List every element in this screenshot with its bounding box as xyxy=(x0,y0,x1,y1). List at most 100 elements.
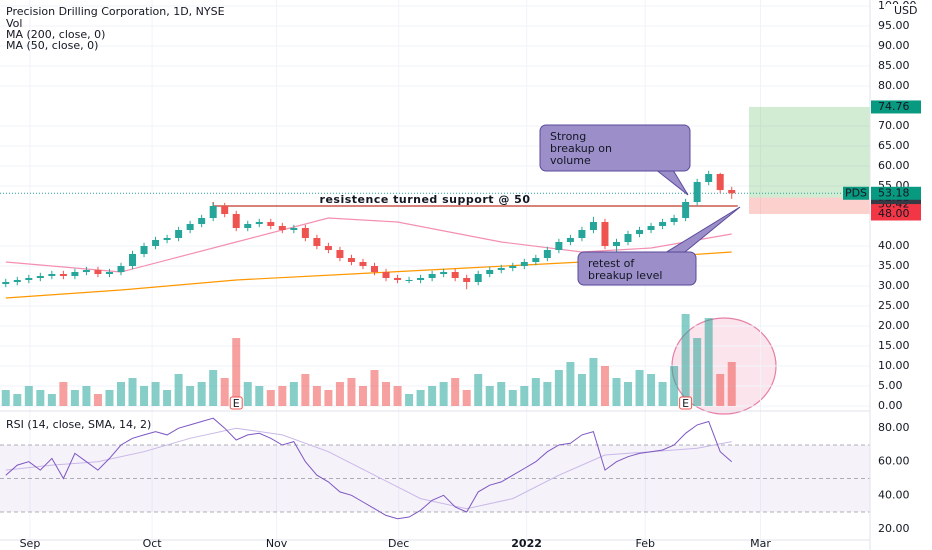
volume-bar xyxy=(358,386,367,406)
volume-bar xyxy=(24,386,33,406)
candle-body xyxy=(659,222,667,226)
target-label-text: 74.76 xyxy=(878,100,910,113)
candle-body xyxy=(232,214,240,228)
y-tick-label: 20.00 xyxy=(878,319,910,332)
callout-text: breakup on xyxy=(550,142,612,155)
candle-body xyxy=(221,206,229,214)
candle-body xyxy=(278,226,286,230)
stop-label-box xyxy=(871,207,921,221)
candle-body xyxy=(428,274,436,278)
candle-body xyxy=(36,276,44,278)
candle-body xyxy=(636,230,644,234)
y-tick-label: 0.00 xyxy=(878,399,903,412)
volume-bar xyxy=(301,374,310,406)
candle-body xyxy=(728,190,736,194)
volume-bar xyxy=(577,374,586,406)
volume-bar xyxy=(405,394,414,406)
candle-body xyxy=(624,234,632,242)
symbol-label: PDS xyxy=(845,186,867,199)
candle-body xyxy=(336,250,344,258)
volume-bar xyxy=(670,366,679,406)
last-price-label-text: 53.18 xyxy=(878,186,910,199)
y-tick-label: 5.00 xyxy=(878,379,903,392)
earnings-marker xyxy=(679,396,693,410)
volume-bar xyxy=(186,386,195,406)
volume-bar xyxy=(716,374,725,406)
volume-bar xyxy=(520,386,529,406)
candle-body xyxy=(2,282,10,284)
volume-bar xyxy=(93,394,102,406)
candle-body xyxy=(290,228,298,230)
x-tick-label: Dec xyxy=(388,537,409,550)
volume-bar xyxy=(163,390,172,406)
volume-bar xyxy=(531,378,540,406)
volume-bar xyxy=(243,382,252,406)
rsi-line xyxy=(5,417,733,520)
resistance-label: resistence turned support @ 50 xyxy=(320,193,531,206)
volume-bar xyxy=(370,370,379,406)
candle-body xyxy=(440,272,448,274)
y-tick-label: 70.00 xyxy=(878,119,910,132)
candle-body xyxy=(394,278,402,280)
candle-body xyxy=(693,182,701,202)
candle-body xyxy=(82,270,90,272)
candle-body xyxy=(417,278,425,280)
volume-bar xyxy=(474,374,483,406)
rsi-tick-label: 20.00 xyxy=(878,522,910,535)
ma50-line xyxy=(5,217,732,273)
earnings-label: E xyxy=(233,397,240,410)
volume-bar xyxy=(612,378,621,406)
candle-body xyxy=(612,242,620,246)
candle-body xyxy=(301,228,309,238)
candle-body xyxy=(589,222,597,230)
candle-body xyxy=(94,270,102,274)
volume-bar xyxy=(289,382,298,406)
y-tick-label: 95.00 xyxy=(878,19,910,32)
volume-bar xyxy=(508,390,517,406)
candle-body xyxy=(371,266,379,272)
volume-bar xyxy=(727,362,736,406)
candle-body xyxy=(347,258,355,262)
candle-body xyxy=(705,174,713,182)
candle-body xyxy=(578,230,586,238)
volume-bar xyxy=(232,338,241,406)
candle-body xyxy=(163,238,171,240)
callout-box xyxy=(577,251,697,286)
volume-bar xyxy=(600,366,609,406)
chart-title: Precision Drilling Corporation, 1D, NYSE xyxy=(6,5,225,18)
candle-body xyxy=(601,222,609,246)
candle-body xyxy=(543,250,551,258)
candle-body xyxy=(405,280,413,281)
volume-bar xyxy=(255,386,264,406)
rsi-tick-label: 80.00 xyxy=(878,421,910,434)
volume-bar xyxy=(693,338,702,406)
x-tick-label: Mar xyxy=(750,537,771,550)
volume-bar xyxy=(624,382,633,406)
volume-bar xyxy=(116,382,125,406)
candle-body xyxy=(313,238,321,246)
y-tick-label: 85.00 xyxy=(878,59,910,72)
candle-body xyxy=(555,242,563,250)
y-tick-label: 30.00 xyxy=(878,279,910,292)
candle-body xyxy=(152,240,160,246)
legend-entry: Vol xyxy=(6,17,22,30)
volume-bar xyxy=(278,386,287,406)
y-tick-label: 60.00 xyxy=(878,159,910,172)
volume-bar xyxy=(324,390,333,406)
candle-body xyxy=(244,224,252,228)
candle-body xyxy=(497,268,505,270)
y-tick-label: 40.00 xyxy=(878,239,910,252)
callout-text: Strong xyxy=(550,130,586,143)
volume-bar xyxy=(451,378,460,406)
volume-bar xyxy=(347,378,356,406)
candle-body xyxy=(463,278,471,282)
earnings-marker xyxy=(229,396,243,410)
y-tick-label: 35.00 xyxy=(878,259,910,272)
rsi-tick-label: 60.00 xyxy=(878,455,910,468)
volume-bar xyxy=(197,382,206,406)
candle-body xyxy=(140,246,148,254)
candle-body xyxy=(117,266,125,272)
candle-body xyxy=(359,262,367,266)
volume-bar xyxy=(335,382,344,406)
